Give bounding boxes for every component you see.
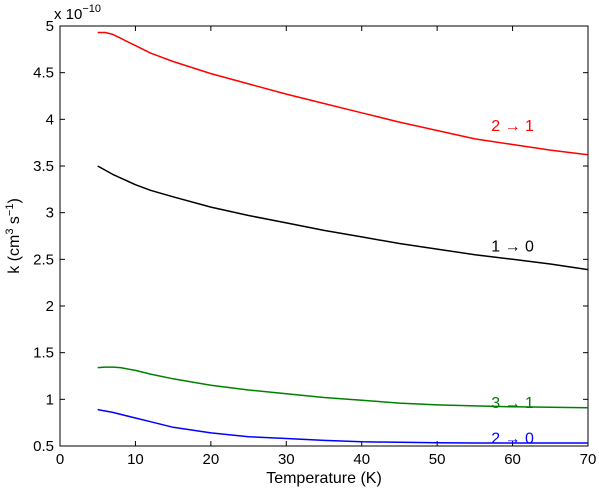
x-tick-label: 50	[429, 451, 446, 468]
x-tick-label: 0	[56, 451, 64, 468]
y-tick-label: 3	[46, 205, 54, 222]
series-line-1	[97, 31, 589, 156]
series-line-4	[97, 408, 588, 444]
x-axis-label: Temperature (K)	[266, 470, 382, 487]
y-axis-label: k (cm3 s−1)	[4, 198, 23, 274]
y-label-sup2: −1	[4, 204, 16, 217]
y-label-end: )	[6, 198, 23, 203]
y-tick-label: 1.5	[33, 345, 54, 362]
x-tick-label: 30	[278, 451, 295, 468]
y-multiplier-exponent: −10	[82, 3, 101, 15]
y-tick-label: 4.5	[33, 65, 54, 82]
plot-area	[59, 25, 589, 447]
y-label-mid: s	[6, 216, 23, 228]
x-tick-label: 60	[504, 451, 521, 468]
x-tick-label: 10	[127, 451, 144, 468]
x-axis-ticks: 0 10 20 30 40 50 60 70	[56, 26, 597, 468]
series-line-2	[97, 165, 589, 271]
y-tick-label: 0.5	[33, 438, 54, 455]
y-label-base: k (cm	[6, 235, 23, 274]
x-tick-label: 20	[203, 451, 220, 468]
series-line-3	[97, 366, 589, 409]
y-tick-label: 5	[46, 18, 54, 35]
series-lines	[97, 31, 589, 444]
series-label-3: 3 → 1	[491, 395, 534, 412]
y-tick-label: 3.5	[33, 158, 54, 175]
y-tick-label: 1	[46, 391, 54, 408]
series-label-2: 1 → 0	[491, 238, 534, 255]
y-axis-ticks: 0.5 1 1.5 2 2.5 3 3.5 4 4.5 5	[33, 18, 588, 455]
y-tick-label: 2	[46, 298, 54, 315]
y-multiplier: x 10−10	[54, 3, 101, 23]
y-multiplier-base: x 10	[54, 6, 82, 23]
series-label-1: 2 → 1	[491, 118, 534, 135]
series-label-4: 2 → 0	[491, 431, 534, 448]
x-tick-label: 70	[580, 451, 597, 468]
y-tick-label: 4	[46, 111, 54, 128]
y-tick-label: 2.5	[33, 251, 54, 268]
series-labels: 2 → 1 1 → 0 3 → 1 2 → 0	[491, 118, 534, 448]
x-tick-label: 40	[353, 451, 370, 468]
y-label-sup1: 3	[4, 229, 16, 235]
